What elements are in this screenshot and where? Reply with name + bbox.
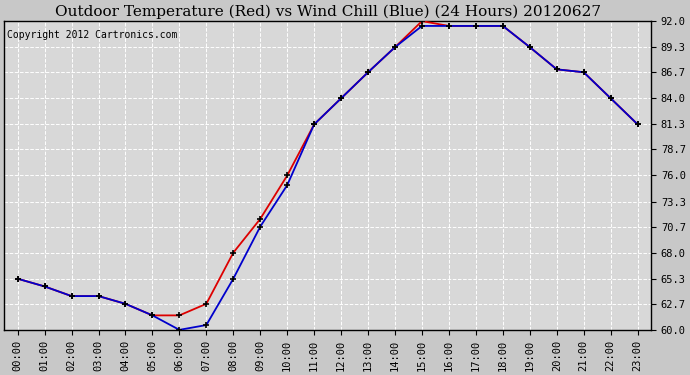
Title: Outdoor Temperature (Red) vs Wind Chill (Blue) (24 Hours) 20120627: Outdoor Temperature (Red) vs Wind Chill … [55, 4, 600, 18]
Text: Copyright 2012 Cartronics.com: Copyright 2012 Cartronics.com [8, 30, 178, 40]
